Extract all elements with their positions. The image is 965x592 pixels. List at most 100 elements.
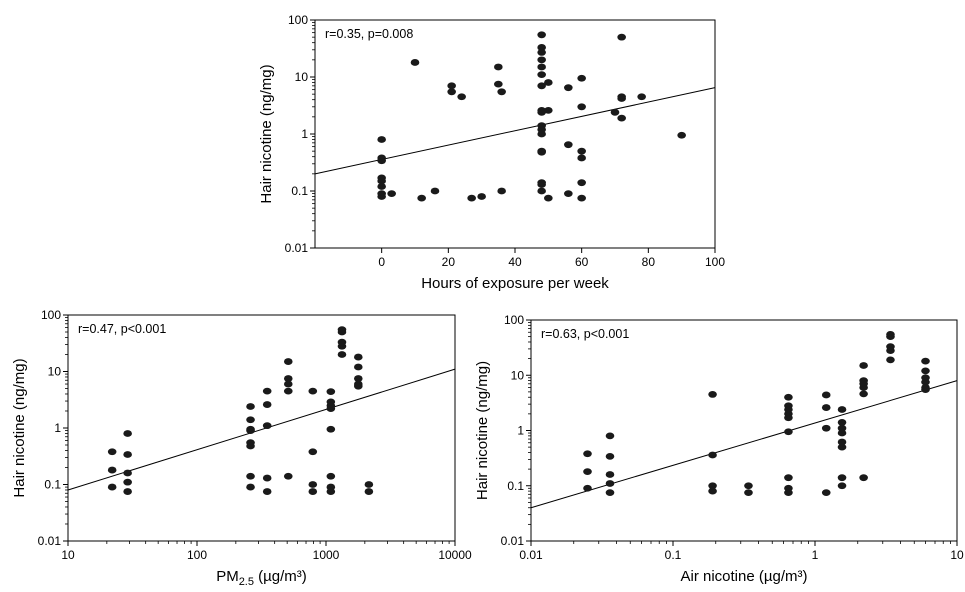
data-point (744, 482, 753, 490)
x-tick-label: 0.1 (665, 548, 682, 562)
x-tick-label: 10 (950, 548, 964, 562)
data-point (262, 488, 272, 495)
data-point (262, 401, 272, 408)
data-point (784, 489, 793, 497)
x-axis-title: PM2.5 (µg/m³) (216, 568, 307, 588)
data-point (821, 424, 831, 432)
data-point (354, 375, 363, 382)
data-point (377, 157, 386, 165)
x-axis-title-unit: (µg/m³) (755, 568, 808, 585)
x-tick-label: 20 (442, 255, 456, 269)
x-axis-title-subscript: 2.5 (239, 576, 254, 588)
data-point (447, 88, 456, 96)
data-point (837, 438, 847, 446)
data-point (577, 194, 586, 202)
data-point (577, 154, 586, 162)
data-point (246, 442, 255, 450)
y-tick-label: 0.01 (501, 534, 525, 548)
data-point (537, 148, 546, 156)
data-point (837, 424, 847, 432)
data-point (564, 190, 573, 198)
data-point (837, 474, 847, 482)
data-point (308, 481, 318, 488)
data-point (123, 451, 132, 458)
x-axis-title-unit: (µg/m³) (254, 568, 307, 585)
data-point (387, 190, 396, 198)
data-point (467, 194, 476, 202)
data-point (837, 419, 847, 426)
x-tick-label: 100 (187, 548, 207, 562)
data-point (837, 443, 847, 451)
data-point (921, 386, 930, 393)
x-tick-label: 10000 (438, 548, 472, 562)
data-point (377, 136, 386, 143)
data-point (583, 450, 592, 458)
data-point (494, 80, 503, 88)
data-point (262, 422, 272, 430)
data-point (708, 487, 717, 495)
data-point (605, 489, 615, 497)
correlation-annotation: r=0.35, p=0.008 (325, 27, 413, 41)
plot-frame (67, 314, 456, 542)
data-point (744, 489, 753, 497)
x-axis-title-main: Hours of exposure per week (421, 275, 609, 292)
data-point (837, 429, 847, 437)
data-point (544, 106, 553, 114)
data-point (123, 469, 132, 477)
data-point (283, 375, 293, 382)
data-point (537, 71, 546, 79)
data-point (605, 452, 615, 460)
data-point (326, 425, 336, 433)
data-point (577, 147, 586, 155)
data-point (447, 82, 456, 90)
data-point (605, 480, 615, 487)
plot-frame (314, 19, 716, 249)
y-tick-label: 1 (517, 424, 524, 438)
data-point (617, 114, 626, 122)
data-point (564, 84, 573, 92)
data-point (417, 194, 426, 202)
data-point (784, 393, 793, 401)
data-point (537, 130, 546, 138)
data-point (637, 93, 646, 101)
data-point (410, 59, 420, 66)
data-point (377, 183, 386, 190)
data-point (262, 387, 272, 395)
pm25-scatter-plot: 0.01 0.1 1 10 100 10 100 1000 10000 r=0.47, p<0.0… (11, 308, 472, 588)
data-point (308, 387, 318, 395)
data-point (708, 451, 717, 459)
data-point (605, 471, 615, 478)
data-point (337, 328, 347, 336)
data-point (886, 347, 895, 354)
data-point (123, 478, 132, 486)
data-point (283, 380, 293, 388)
data-point (497, 187, 506, 195)
x-tick-label: 0.01 (519, 548, 543, 562)
data-point (537, 108, 546, 116)
regression-line (530, 380, 958, 509)
data-point (859, 390, 868, 398)
x-tick-label: 80 (642, 255, 656, 269)
data-point (537, 187, 546, 195)
data-point (107, 466, 117, 474)
data-point (784, 414, 793, 422)
data-point (537, 49, 546, 56)
y-axis-title: Hair nicotine (ng/mg) (474, 361, 491, 500)
data-point (577, 103, 586, 111)
data-point (859, 362, 868, 369)
correlation-annotation: r=0.63, p<0.001 (541, 327, 629, 341)
data-point (784, 428, 793, 436)
x-tick-label: 60 (575, 255, 589, 269)
y-tick-label: 1 (301, 127, 308, 141)
data-point (337, 351, 347, 358)
data-point (354, 363, 363, 371)
y-axis-title: Hair nicotine (ng/mg) (258, 64, 275, 203)
data-point (326, 472, 336, 480)
data-point (577, 74, 586, 82)
data-point (107, 483, 117, 491)
data-point (544, 194, 553, 202)
data-point (337, 342, 347, 350)
data-point (457, 93, 466, 101)
data-point (246, 403, 255, 410)
y-tick-label: 1 (54, 421, 61, 435)
